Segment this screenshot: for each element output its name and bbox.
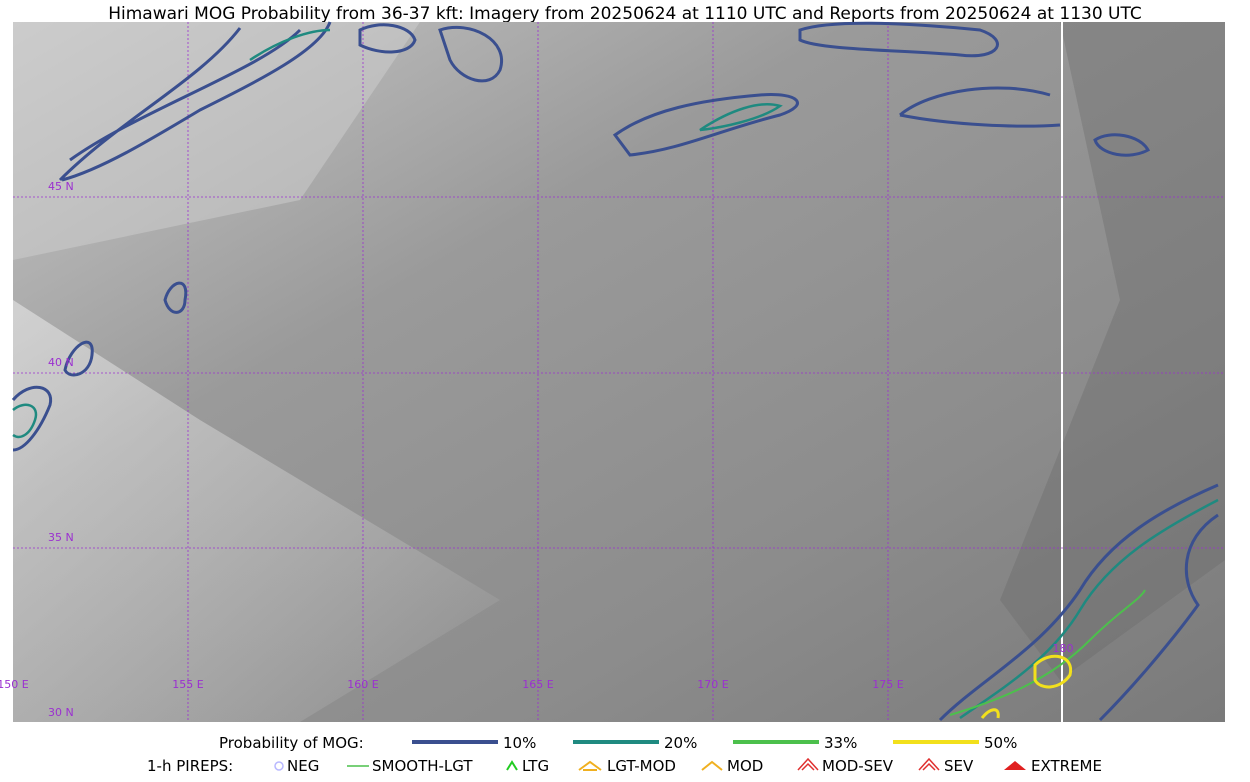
pirep-label: MOD bbox=[727, 757, 763, 775]
contour-20 bbox=[12, 403, 38, 439]
pirep-icon bbox=[701, 760, 723, 771]
contour-10 bbox=[938, 483, 1219, 722]
contour-10 bbox=[612, 93, 799, 157]
lon-label: 175 E bbox=[872, 678, 903, 691]
pirep-label: LGT-MOD bbox=[607, 757, 676, 775]
contour-50 bbox=[980, 708, 1000, 719]
contour-10 bbox=[798, 21, 999, 58]
pirep-icon bbox=[797, 757, 819, 771]
pirep-label: SMOOTH-LGT bbox=[372, 757, 473, 775]
contour-10 bbox=[163, 281, 188, 314]
contour-10 bbox=[899, 86, 1061, 128]
legend-label: 33% bbox=[824, 734, 857, 752]
contour-20 bbox=[699, 103, 783, 132]
legend-label: 10% bbox=[503, 734, 536, 752]
contour-10 bbox=[438, 25, 504, 83]
contour-10 bbox=[63, 340, 94, 377]
pirep-icon bbox=[506, 760, 518, 771]
lat-label: 30 N bbox=[48, 706, 74, 719]
contour-10 bbox=[11, 385, 53, 452]
pirep-label: SEV bbox=[944, 757, 974, 775]
pirep-label: NEG bbox=[287, 757, 319, 775]
legend-label: 50% bbox=[984, 734, 1017, 752]
cloud-band bbox=[13, 22, 420, 260]
contour-10 bbox=[1093, 133, 1151, 157]
pirep-icon bbox=[578, 760, 602, 771]
lon-label: 150 E bbox=[0, 678, 29, 691]
legend: Probability of MOG: 10% 20% 33% 50% 1-h … bbox=[147, 734, 1102, 775]
lat-label: 45 N bbox=[48, 180, 74, 193]
map: 45 N 40 N 35 N 30 N 150 E 155 E 160 E 16… bbox=[0, 21, 1225, 722]
lat-label: 35 N bbox=[48, 531, 74, 544]
legend-title: Probability of MOG: bbox=[219, 734, 364, 752]
lon-label: 155 E bbox=[172, 678, 203, 691]
lat-label: 40 N bbox=[48, 356, 74, 369]
pireps-title: 1-h PIREPS: bbox=[147, 757, 233, 775]
pirep-label: MOD-SEV bbox=[822, 757, 894, 775]
pirep-label: LTG bbox=[522, 757, 549, 775]
lon-label: 170 E bbox=[697, 678, 728, 691]
title: Himawari MOG Probability from 36-37 kft:… bbox=[108, 4, 1142, 24]
contour-20 bbox=[249, 28, 331, 62]
contour-50 bbox=[1033, 654, 1073, 689]
pirep-icon bbox=[1004, 761, 1026, 770]
grid bbox=[13, 22, 1225, 722]
geo-labels: 45 N 40 N 35 N 30 N 150 E 155 E 160 E 16… bbox=[0, 180, 1074, 719]
pirep-icon bbox=[918, 757, 940, 771]
contour-10 bbox=[58, 21, 332, 182]
contour-20 bbox=[959, 498, 1219, 720]
contour-10 bbox=[358, 23, 417, 54]
pirep-label: EXTREME bbox=[1031, 757, 1102, 775]
cloud-band bbox=[13, 300, 500, 722]
contour-10 bbox=[1098, 513, 1219, 722]
legend-label: 20% bbox=[664, 734, 697, 752]
dark-region bbox=[1000, 22, 1225, 680]
lon-label: 180 bbox=[1053, 642, 1074, 655]
lon-label: 160 E bbox=[347, 678, 378, 691]
pirep-icon bbox=[274, 761, 284, 771]
contour-33 bbox=[949, 589, 1146, 716]
contours bbox=[11, 21, 1219, 722]
lon-label: 165 E bbox=[522, 678, 553, 691]
